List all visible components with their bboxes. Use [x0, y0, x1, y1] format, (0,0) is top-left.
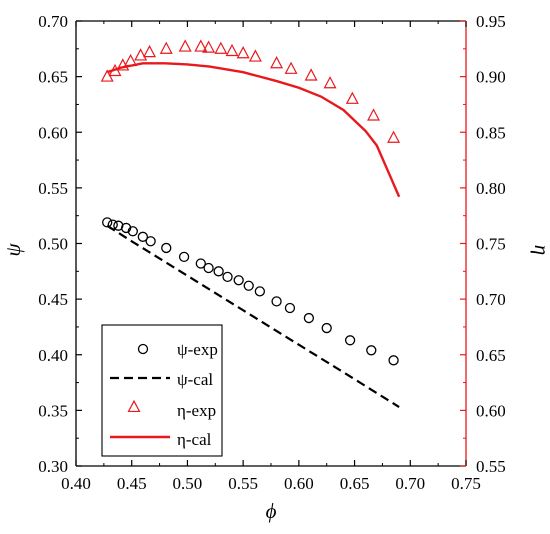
- x-axis-title: ϕ: [266, 499, 277, 523]
- y-right-tick-label: 0.95: [476, 12, 506, 31]
- psi-exp-point: [127, 226, 138, 237]
- psi-exp-point: [213, 266, 224, 277]
- eta-exp-point: [143, 44, 157, 58]
- psi-exp-point: [161, 242, 172, 254]
- y-right-tick-label: 0.70: [476, 290, 506, 309]
- eta-exp-point: [323, 76, 337, 89]
- y-right-tick-label: 0.90: [476, 68, 506, 87]
- legend: ψ-exp ψ-cal η-exp η-cal: [101, 324, 223, 457]
- eta-exp-point: [202, 40, 216, 53]
- psi-exp-point: [102, 217, 113, 228]
- psi-exp-point: [243, 280, 254, 291]
- x-tick-label: 0.65: [340, 474, 370, 493]
- psi-exp-point: [120, 222, 132, 234]
- legend-label: ψ-exp: [177, 340, 218, 359]
- y-left-tick-label: 0.60: [38, 123, 68, 142]
- y-left-tick-label: 0.70: [38, 12, 68, 31]
- legend-label: η-exp: [177, 401, 216, 420]
- y-left-tick-label: 0.50: [38, 235, 68, 254]
- psi-exp-point: [203, 262, 214, 274]
- x-tick-label: 0.45: [117, 474, 147, 493]
- x-tick-label: 0.70: [395, 474, 425, 493]
- eta-exp-point: [178, 39, 192, 52]
- psi-exp-point: [195, 258, 206, 269]
- eta-cal-line: [106, 62, 401, 198]
- x-tick-label: 0.50: [173, 474, 203, 493]
- y-left-tick-label: 0.65: [38, 68, 68, 87]
- eta-exp-point: [194, 39, 208, 52]
- eta-exp-point: [236, 46, 250, 59]
- psi-exp-point: [284, 302, 296, 314]
- psi-exp-point: [271, 296, 282, 307]
- psi-exp-point: [178, 251, 190, 263]
- x-tick-label: 0.75: [451, 474, 481, 493]
- eta-exp-point: [159, 41, 173, 54]
- eta-exp-point: [134, 48, 148, 61]
- eta-exp-point: [225, 43, 239, 57]
- legend-box: [101, 324, 223, 457]
- y-left-tick-label: 0.45: [38, 290, 68, 309]
- eta-exp-point: [214, 41, 228, 54]
- x-tick-label: 0.55: [228, 474, 258, 493]
- y-left-tick-label: 0.35: [38, 401, 68, 420]
- psi-exp-point: [145, 236, 156, 247]
- y-right-tick-label: 0.85: [476, 123, 506, 142]
- eta-exp-point: [248, 49, 262, 62]
- psi-exp-point: [254, 286, 266, 297]
- eta-exp-point: [345, 91, 359, 104]
- psi-exp-point: [107, 219, 118, 230]
- y-left-tick-label: 0.55: [38, 179, 68, 198]
- eta-exp-point: [304, 68, 318, 81]
- y-right-tick-label: 0.75: [476, 235, 506, 254]
- psi-exp-point: [303, 312, 315, 324]
- y-right-tick-label: 0.80: [476, 179, 506, 198]
- legend-eta-exp-marker: [127, 399, 141, 413]
- psi-exp-point: [321, 322, 332, 334]
- psi-exp-point: [222, 271, 233, 283]
- y-left-tick-label: 0.40: [38, 346, 68, 365]
- legend-label: η-cal: [177, 430, 212, 449]
- eta-exp-point: [270, 56, 284, 69]
- psi-exp-point: [344, 335, 356, 346]
- eta-exp-point: [367, 108, 381, 121]
- psi-exp-point: [388, 355, 399, 366]
- y-right-tick-label: 0.65: [476, 346, 506, 365]
- y-right-tick-label: 0.55: [476, 457, 506, 476]
- y-left-tick-label: 0.30: [38, 457, 68, 476]
- x-tick-label: 0.60: [284, 474, 314, 493]
- eta-exp-point: [387, 130, 401, 143]
- psi-exp-point: [233, 275, 244, 286]
- y-right-axis-title: η: [530, 245, 550, 255]
- psi-exp-point: [366, 345, 377, 356]
- x-tick-label: 0.40: [61, 474, 91, 493]
- legend-psi-exp-marker: [137, 343, 149, 355]
- eta-exp-point: [284, 61, 298, 74]
- psi-exp-point: [113, 220, 124, 231]
- psi-cal-line: [106, 224, 400, 408]
- eta-exp-point: [124, 53, 138, 67]
- y-left-axis-title: ψ: [1, 243, 25, 257]
- psi-exp-point: [137, 231, 149, 242]
- y-right-tick-label: 0.60: [476, 401, 506, 420]
- legend-label: ψ-cal: [177, 370, 213, 389]
